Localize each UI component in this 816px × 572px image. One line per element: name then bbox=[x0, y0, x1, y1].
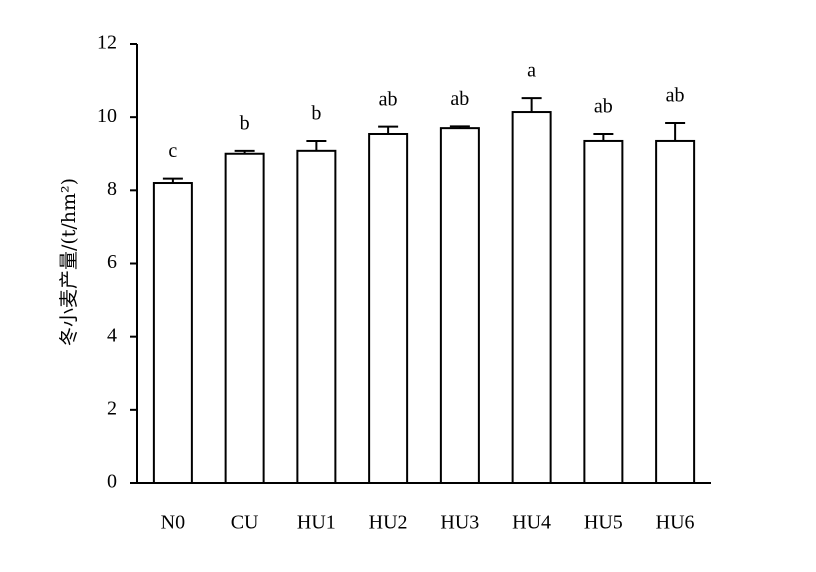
significance-label: a bbox=[527, 60, 536, 82]
x-tick-label: N0 bbox=[161, 512, 185, 534]
y-tick-label: 10 bbox=[97, 105, 117, 127]
x-tick-label: HU1 bbox=[297, 512, 336, 534]
y-tick-label: 4 bbox=[107, 324, 117, 346]
bar bbox=[296, 149, 337, 484]
significance-label: b bbox=[311, 103, 321, 125]
significance-label: ab bbox=[379, 88, 398, 110]
x-tick-label: HU5 bbox=[584, 512, 623, 534]
x-tick-label: HU2 bbox=[369, 512, 408, 534]
y-tick-label: 6 bbox=[107, 251, 117, 273]
x-tick-label: HU4 bbox=[512, 512, 551, 534]
y-tick-label: 12 bbox=[97, 32, 117, 54]
bar bbox=[152, 182, 193, 484]
x-tick-label: HU6 bbox=[656, 512, 695, 534]
significance-label: ab bbox=[666, 85, 685, 107]
significance-label: ab bbox=[594, 96, 613, 118]
y-tick-label: 0 bbox=[107, 471, 117, 493]
bar bbox=[368, 132, 409, 484]
significance-label: ab bbox=[450, 88, 469, 110]
bar bbox=[655, 139, 696, 484]
y-tick-label: 2 bbox=[107, 397, 117, 419]
significance-label: b bbox=[240, 112, 250, 134]
significance-label: c bbox=[168, 140, 177, 162]
bar bbox=[583, 139, 624, 484]
bar bbox=[439, 127, 480, 484]
y-tick-label: 8 bbox=[107, 178, 117, 200]
bar bbox=[224, 152, 265, 484]
x-tick-label: HU3 bbox=[440, 512, 479, 534]
x-tick-label: CU bbox=[231, 512, 259, 534]
bar bbox=[511, 111, 552, 484]
y-axis-label: 冬小麦产量/(t/hm²) bbox=[58, 178, 80, 346]
